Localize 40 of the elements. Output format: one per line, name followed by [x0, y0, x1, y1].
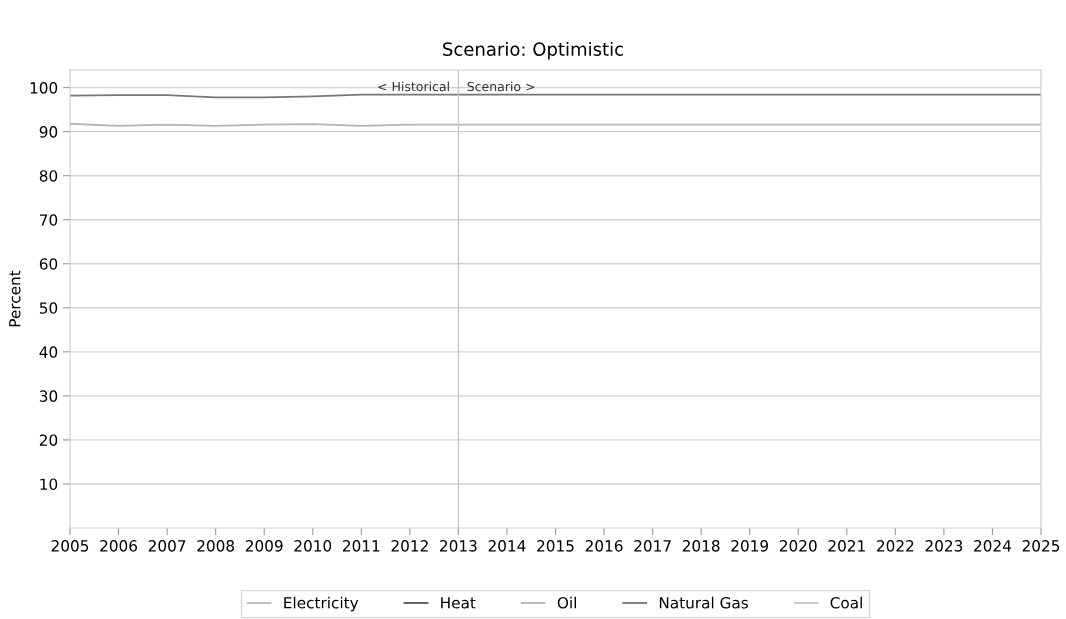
x-tick-label: 2005: [51, 540, 89, 552]
legend-label: Coal: [830, 596, 862, 609]
x-tick-label: 2012: [391, 540, 428, 552]
y-tick-label: 10: [40, 478, 58, 490]
y-tick-label: 90: [39, 126, 58, 138]
y-tick-label: 80: [39, 170, 58, 182]
x-tick-label: 2025: [1022, 540, 1060, 552]
x-tick-label: 2008: [197, 540, 235, 552]
x-tick-label: 2024: [974, 540, 1012, 552]
x-tick-label: 2009: [245, 540, 283, 552]
x-tick-label: 2019: [731, 540, 769, 552]
annotation: < Historical: [378, 81, 449, 92]
y-axis-title: Percent: [9, 270, 21, 327]
legend-label: Electricity: [284, 596, 359, 612]
x-tick-label: 2013: [440, 540, 477, 552]
annotation: Scenario >: [467, 81, 535, 92]
y-tick-label: 40: [39, 346, 58, 358]
x-tick-label: 2022: [877, 540, 914, 552]
x-tick-label: 2020: [779, 540, 817, 552]
y-tick-label: 30: [39, 390, 58, 402]
y-tick-label: 50: [39, 302, 58, 314]
legend-label: Oil: [557, 596, 576, 609]
y-tick-label: 20: [39, 434, 58, 446]
x-tick-label: 2011: [342, 540, 380, 552]
x-tick-label: 2018: [682, 540, 720, 552]
chart-title: Scenario: Optimistic: [443, 42, 623, 60]
legend-label: Heat: [441, 597, 476, 609]
x-tick-label: 2006: [100, 540, 138, 552]
x-tick-label: 2014: [488, 540, 526, 552]
x-tick-label: 2010: [294, 540, 332, 552]
y-tick-label: 60: [39, 258, 58, 270]
legend-label: Natural Gas: [659, 596, 748, 609]
x-tick-label: 2023: [925, 540, 963, 552]
x-tick-label: 2021: [828, 540, 865, 552]
x-tick-label: 2007: [148, 540, 186, 552]
x-tick-label: 2015: [537, 540, 574, 552]
y-tick-label: 70: [40, 214, 58, 226]
y-tick-label: 100: [30, 82, 58, 94]
x-tick-label: 2016: [585, 540, 623, 552]
x-tick-label: 2017: [634, 540, 671, 552]
